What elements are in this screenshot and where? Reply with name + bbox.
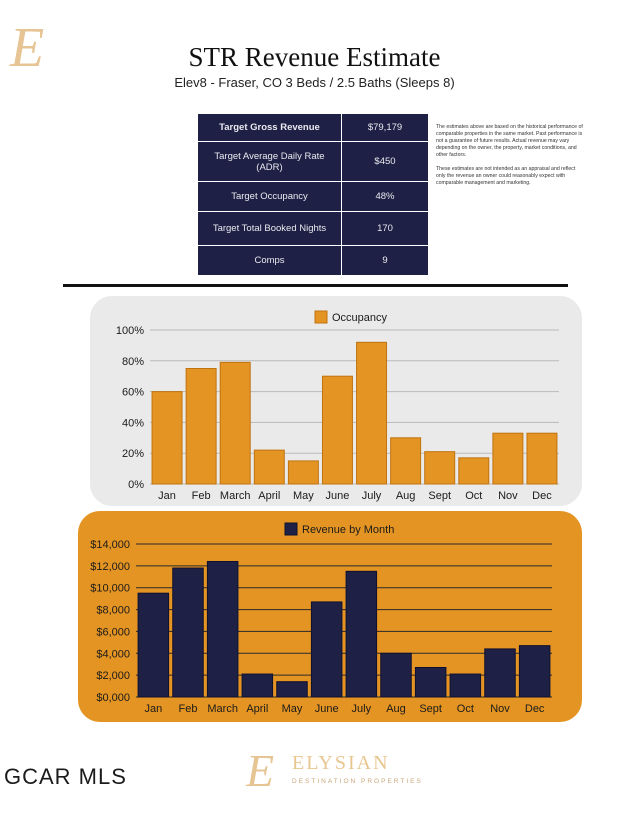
property-subtitle: Elev8 - Fraser, CO 3 Beds / 2.5 Baths (S… (174, 75, 455, 90)
y-tick-label: 40% (122, 417, 144, 429)
metric-value: 48% (341, 181, 429, 212)
y-tick-label: $12,000 (90, 561, 130, 573)
x-tick-label: Feb (192, 490, 211, 502)
x-tick-label: April (258, 490, 280, 502)
bar (287, 460, 319, 485)
y-tick-label: 0% (128, 479, 144, 491)
bar (185, 368, 217, 485)
y-tick-label: $6,000 (96, 626, 130, 638)
y-tick-label: $0,000 (96, 692, 130, 704)
disclaimer-text: The estimates above are based on the his… (436, 124, 586, 194)
bar (219, 361, 251, 485)
bar (172, 567, 204, 698)
y-tick-label: 100% (116, 325, 144, 337)
bar (424, 451, 456, 485)
svg-text:E: E (9, 17, 44, 78)
section-divider (63, 284, 568, 287)
x-tick-label: May (293, 490, 314, 502)
metric-row: Target Total Booked Nights 170 (197, 211, 429, 246)
x-tick-label: June (315, 703, 339, 715)
x-tick-label: Sept (428, 490, 451, 502)
bar (345, 570, 378, 698)
disclaimer-paragraph-1: The estimates above are based on the his… (436, 124, 583, 158)
y-tick-label: 80% (122, 356, 144, 368)
x-tick-label: Oct (465, 490, 482, 502)
x-tick-label: Jan (144, 703, 162, 715)
bar (492, 432, 524, 485)
x-tick-label: Jan (158, 490, 176, 502)
bar (310, 601, 343, 698)
x-tick-label: June (326, 490, 350, 502)
disclaimer-paragraph-2: These estimates are not intended as an a… (436, 166, 576, 186)
y-tick-label: 60% (122, 387, 144, 399)
bar (518, 645, 551, 698)
elysian-monogram-logo: E (9, 17, 44, 78)
legend-label: Revenue by Month (302, 524, 394, 536)
x-tick-label: Nov (490, 703, 510, 715)
bar (390, 437, 422, 485)
bar (458, 457, 490, 485)
bar (356, 341, 388, 485)
x-tick-label: Dec (532, 490, 552, 502)
metric-value: 9 (341, 245, 429, 276)
legend-swatch (314, 310, 328, 324)
bar (137, 592, 170, 698)
y-tick-label: 20% (122, 448, 144, 460)
y-tick-label: $8,000 (96, 605, 130, 617)
bar (241, 673, 274, 698)
x-tick-label: July (352, 703, 372, 715)
metrics-table: Target Gross Revenue $79,179 Target Averag… (197, 113, 429, 276)
x-tick-label: March (220, 490, 251, 502)
bar (380, 652, 412, 698)
metric-label: Target Total Booked Nights (197, 211, 342, 246)
bar (321, 375, 353, 485)
metric-value: 170 (341, 211, 429, 246)
metric-row: Target Gross Revenue $79,179 (197, 113, 429, 142)
bar (253, 449, 285, 485)
bar (526, 432, 558, 485)
metric-row: Comps 9 (197, 245, 429, 276)
metric-label: Comps (197, 245, 342, 276)
bar (206, 560, 239, 698)
svg-text:E: E (245, 745, 274, 794)
mls-label: GCAR MLS (4, 764, 127, 789)
x-tick-label: July (362, 490, 382, 502)
x-tick-label: Oct (457, 703, 474, 715)
bar (484, 648, 516, 698)
bar (151, 391, 183, 485)
y-tick-label: $10,000 (90, 583, 130, 595)
legend-swatch (284, 522, 298, 536)
bar (414, 666, 447, 698)
bar (276, 681, 308, 698)
y-tick-label: $14,000 (90, 539, 130, 551)
legend-label: Occupancy (332, 312, 388, 324)
x-tick-label: Feb (179, 703, 198, 715)
bar (449, 673, 482, 698)
x-tick-label: March (207, 703, 238, 715)
x-tick-label: Dec (525, 703, 545, 715)
y-tick-label: $2,000 (96, 670, 130, 682)
brand-tagline: DESTINATION PROPERTIES (292, 778, 423, 785)
brand-name: ELYSIAN (292, 752, 390, 774)
elysian-footer-monogram: E (245, 745, 274, 794)
metric-row: Target Average Daily Rate (ADR) $450 (197, 141, 429, 182)
x-tick-label: Nov (498, 490, 518, 502)
x-tick-label: May (282, 703, 303, 715)
metric-value: $450 (341, 141, 429, 182)
x-tick-label: Sept (419, 703, 442, 715)
x-tick-label: April (246, 703, 268, 715)
x-tick-label: Aug (386, 703, 406, 715)
metric-label: Target Average Daily Rate (ADR) (197, 141, 342, 182)
page-title: STR Revenue Estimate (188, 42, 441, 72)
x-tick-label: Aug (396, 490, 416, 502)
y-tick-label: $4,000 (96, 648, 130, 660)
